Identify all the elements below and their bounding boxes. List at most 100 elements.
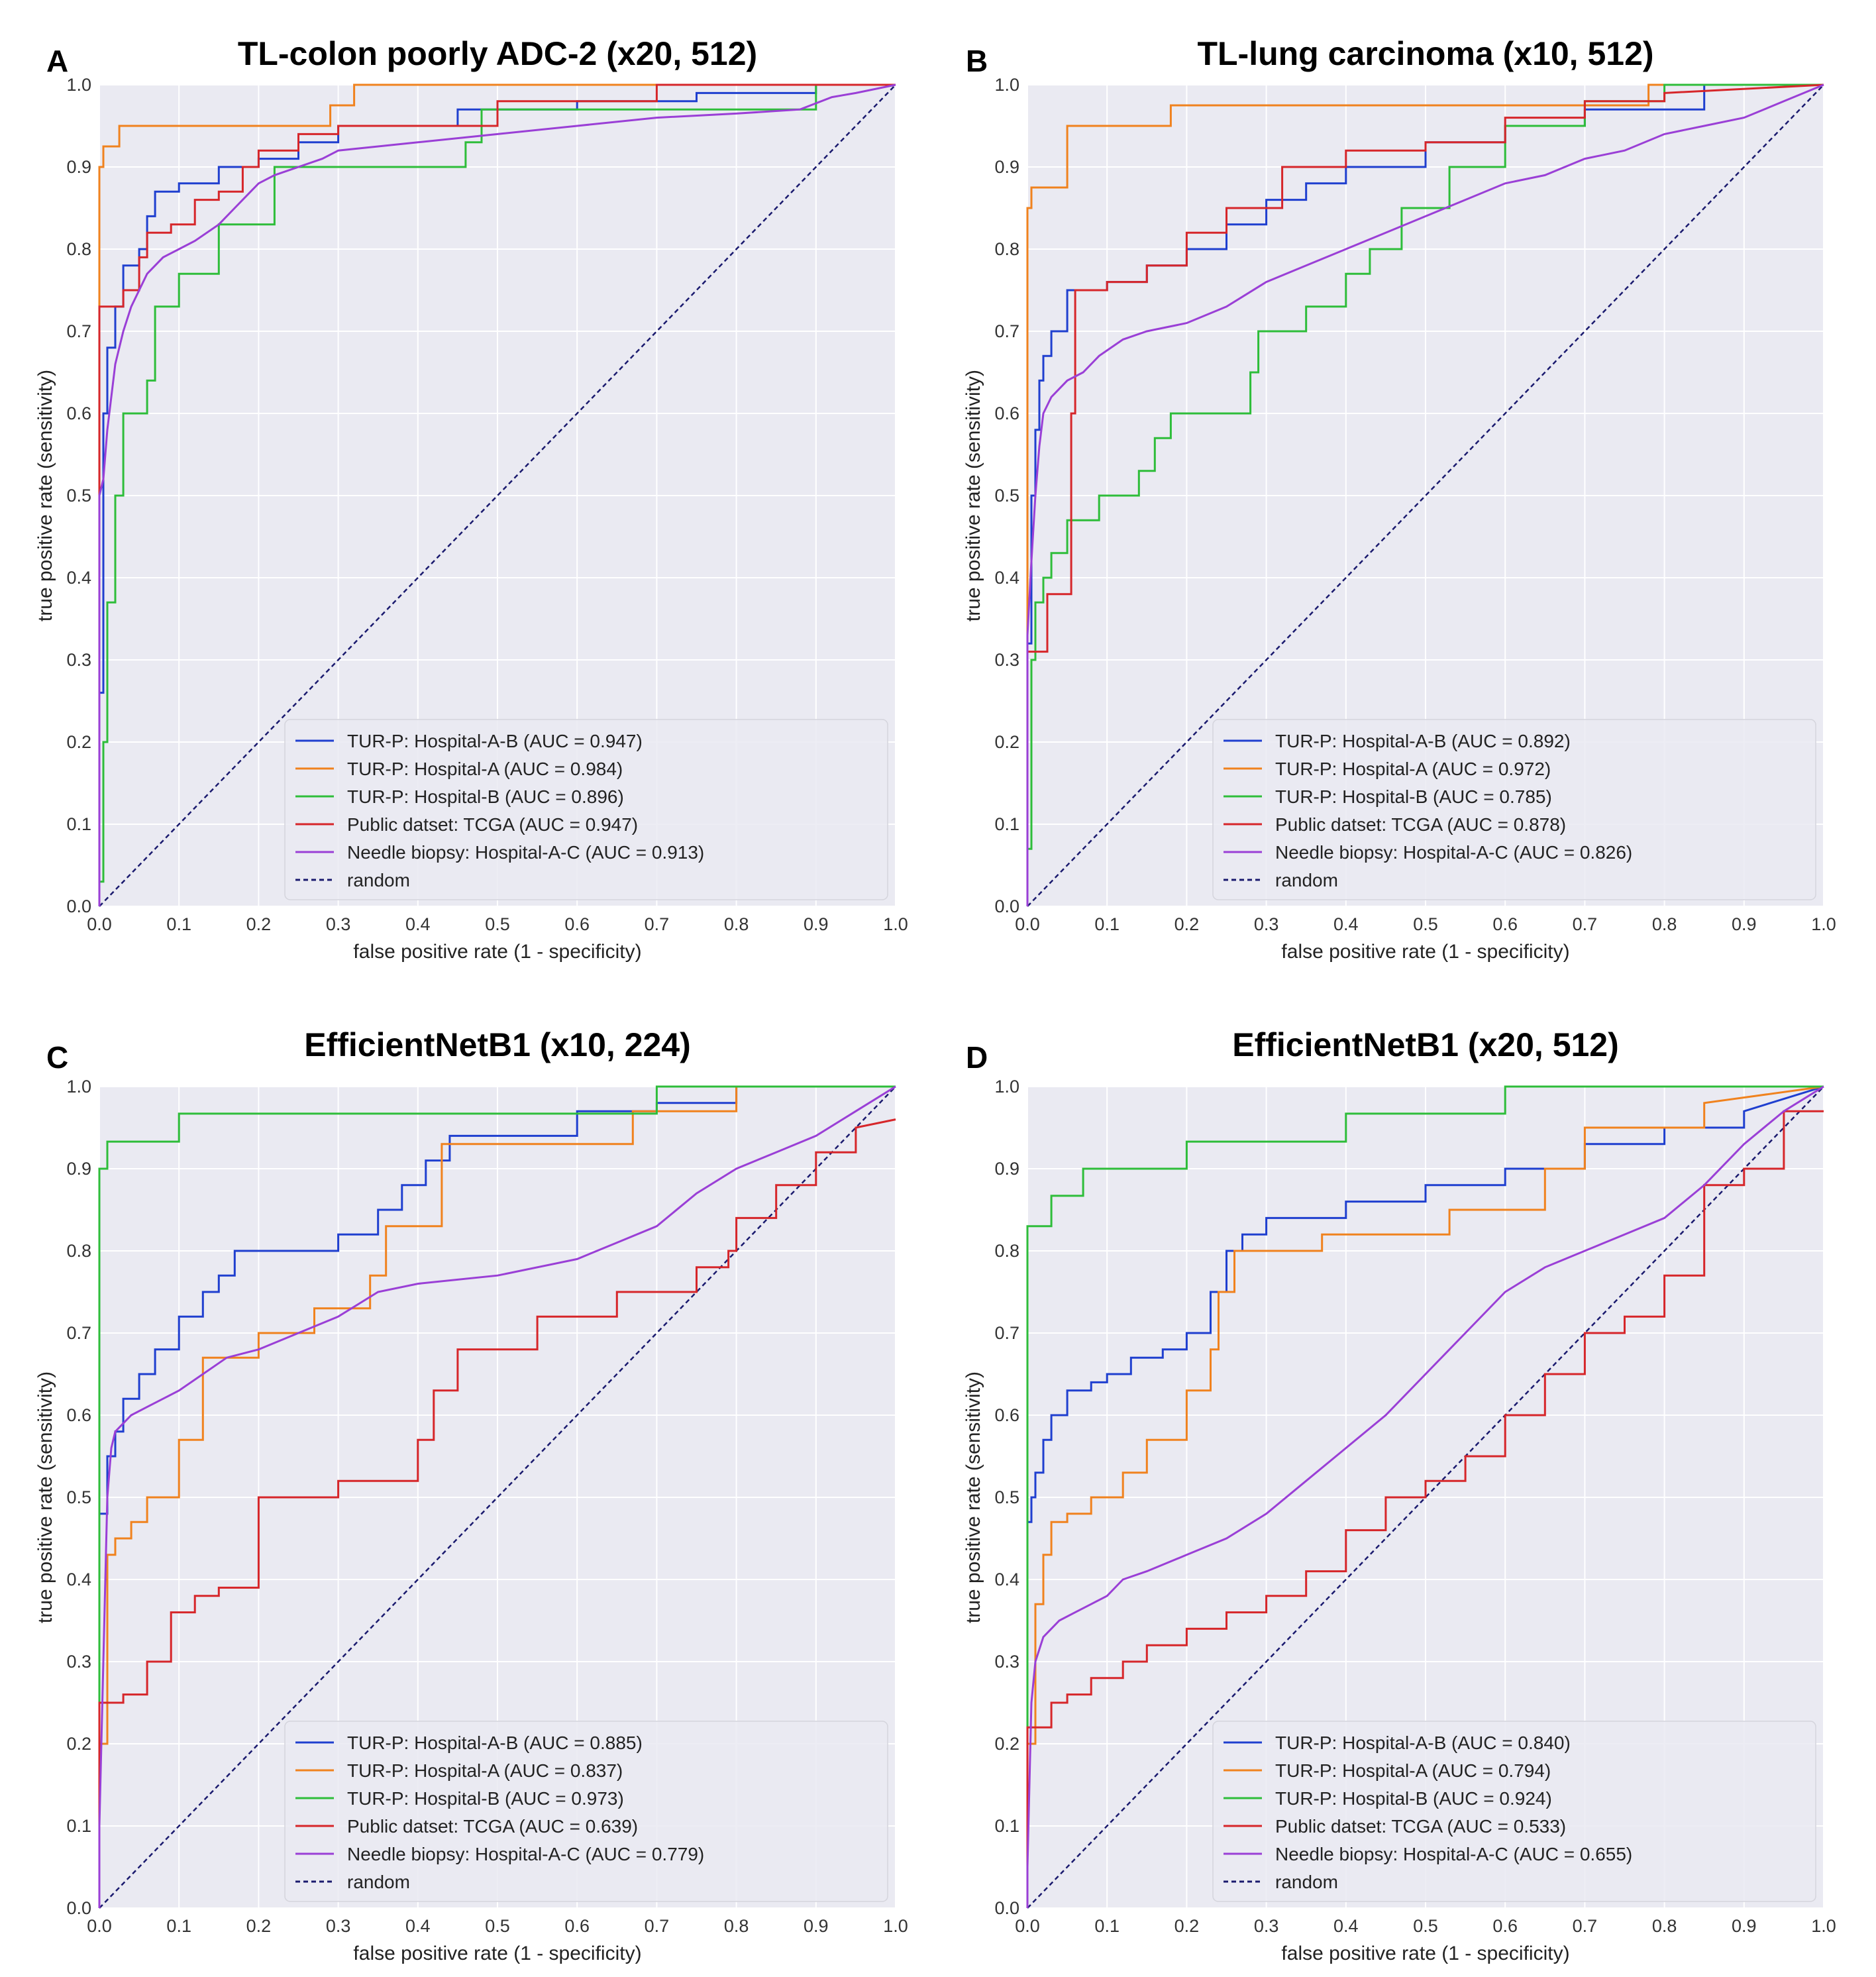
legend-entry: TUR-P: Hospital-B (AUC = 0.924): [1275, 1788, 1552, 1809]
x-tick-label: 0.4: [405, 1916, 431, 1936]
x-tick-label: 0.8: [724, 1916, 749, 1936]
roc-curve: [98, 83, 896, 906]
roc-curve: [98, 83, 896, 906]
y-tick-label: 1.0: [66, 75, 91, 95]
legend-entry: random: [1275, 1872, 1338, 1892]
x-tick-label: 0.9: [804, 1916, 829, 1936]
legend-entry: random: [1275, 870, 1338, 890]
legend-entry: TUR-P: Hospital-B (AUC = 0.785): [1275, 786, 1552, 807]
legend-entry: random: [347, 870, 410, 890]
x-axis-label: false positive rate (1 - specificity): [353, 941, 641, 963]
y-tick-label: 0.0: [66, 1898, 91, 1918]
legend-entry: TUR-P: Hospital-A (AUC = 0.972): [1275, 759, 1551, 779]
x-tick-label: 0.6: [1492, 914, 1518, 934]
y-tick-label: 0.3: [66, 650, 91, 670]
y-tick-label: 0.9: [66, 1159, 91, 1179]
roc-curve: [98, 1085, 896, 1908]
legend-entry: TUR-P: Hospital-A (AUC = 0.984): [347, 759, 623, 779]
x-tick-label: 0.9: [1732, 1916, 1757, 1936]
panel-B: B TL-lung carcinoma (x10, 512) 0.00.0 0.1 0.…: [963, 35, 1836, 963]
roc-curve: [98, 83, 896, 906]
legend-box: [284, 719, 888, 900]
y-tick-label: 0.8: [994, 239, 1019, 259]
x-tick-label: 0.3: [326, 1916, 351, 1936]
y-tick-label: 0.5: [994, 486, 1019, 506]
x-tick-label: 0.8: [724, 914, 749, 934]
panel-C: C EfficientNetB1 (x10, 224) 0.00.0 0.1 0.1 0.…: [34, 1026, 908, 1964]
legend: TUR-P: Hospital-A-B (AUC = 0.947) TUR-P: …: [284, 719, 888, 900]
y-tick-label: 0.1: [66, 1816, 91, 1836]
y-tick-label: 0.9: [994, 1159, 1019, 1179]
y-tick-label: 0.4: [994, 1570, 1019, 1589]
x-tick-label: 0.8: [1652, 1916, 1677, 1936]
y-tick-label: 0.6: [994, 403, 1019, 423]
y-tick-label: 0.7: [994, 1323, 1019, 1343]
x-tick-label: 0.7: [1573, 1916, 1598, 1936]
y-tick-label: 0.2: [994, 1734, 1019, 1754]
y-tick-label: 0.7: [994, 321, 1019, 341]
y-tick-label: 0.5: [66, 1487, 91, 1507]
x-tick-label: 1.0: [883, 914, 908, 934]
y-tick-label: 0.6: [994, 1405, 1019, 1425]
x-tick-label: 1.0: [1811, 914, 1836, 934]
y-tick-label: 0.8: [66, 1241, 91, 1261]
roc-curve: [98, 1085, 896, 1908]
y-tick-label: 0.9: [66, 157, 91, 177]
roc-curve: [1026, 1085, 1824, 1908]
x-tick-label: 0.6: [564, 914, 590, 934]
roc-curve: [98, 1085, 896, 1908]
x-tick-label: 0.0: [1015, 1916, 1040, 1936]
panel-letter: C: [46, 1040, 68, 1075]
x-axis-label: false positive rate (1 - specificity): [353, 1943, 641, 1964]
x-tick-label: 0.9: [804, 914, 829, 934]
x-tick-label: 0.7: [645, 914, 670, 934]
x-tick-label: 0.8: [1652, 914, 1677, 934]
legend-entry: Needle biopsy: Hospital-A-C (AUC = 0.913…: [347, 842, 704, 863]
legend: TUR-P: Hospital-A-B (AUC = 0.892) TUR-P: …: [1212, 719, 1816, 900]
chart-title: TL-lung carcinoma (x10, 512): [1197, 35, 1653, 72]
y-tick-label: 0.4: [66, 1570, 91, 1589]
legend: TUR-P: Hospital-A-B (AUC = 0.840) TUR-P: …: [1212, 1721, 1816, 1902]
legend-box: [1212, 719, 1816, 900]
legend: TUR-P: Hospital-A-B (AUC = 0.885) TUR-P: …: [284, 1721, 888, 1902]
panel-letter: B: [966, 44, 988, 78]
x-tick-label: 0.3: [1254, 1916, 1279, 1936]
y-tick-label: 1.0: [994, 75, 1019, 95]
x-axis-label: false positive rate (1 - specificity): [1281, 1943, 1569, 1964]
legend-box: [1212, 1721, 1816, 1902]
x-tick-label: 0.3: [326, 914, 351, 934]
panel-A: A TL-colon poorly ADC-2 (x20, 512) 0.00.0 0…: [34, 35, 908, 963]
legend-entry: random: [347, 1872, 410, 1892]
y-tick-label: 1.0: [66, 1077, 91, 1096]
x-tick-label: 0.0: [87, 1916, 112, 1936]
roc-curve: [1026, 83, 1824, 906]
chart-title: EfficientNetB1 (x10, 224): [304, 1026, 691, 1063]
x-tick-label: 0.2: [1174, 914, 1200, 934]
legend-entry: TUR-P: Hospital-A-B (AUC = 0.892): [1275, 731, 1571, 751]
x-tick-label: 0.1: [166, 1916, 191, 1936]
roc-curve: [1026, 83, 1824, 906]
roc-curve: [1026, 83, 1824, 906]
y-tick-label: 0.7: [66, 321, 91, 341]
x-tick-label: 0.3: [1254, 914, 1279, 934]
roc-curve: [98, 1085, 896, 1908]
x-tick-label: 0.5: [485, 1916, 510, 1936]
x-tick-label: 1.0: [1811, 1916, 1836, 1936]
legend-entry: TUR-P: Hospital-A (AUC = 0.837): [347, 1760, 623, 1781]
legend-entry: Public datset: TCGA (AUC = 0.947): [347, 814, 638, 835]
y-axis-label: true positive rate (sensitivity): [963, 370, 984, 621]
y-tick-label: 0.0: [994, 1898, 1019, 1918]
panel-letter: D: [966, 1040, 988, 1075]
y-tick-label: 0.0: [994, 896, 1019, 916]
y-tick-label: 0.2: [994, 732, 1019, 752]
legend-entry: TUR-P: Hospital-B (AUC = 0.896): [347, 786, 624, 807]
chart-title: TL-colon poorly ADC-2 (x20, 512): [238, 35, 757, 72]
legend-entry: TUR-P: Hospital-A-B (AUC = 0.947): [347, 731, 643, 751]
x-tick-label: 0.4: [405, 914, 431, 934]
legend-entry: Needle biopsy: Hospital-A-C (AUC = 0.655…: [1275, 1844, 1632, 1864]
x-tick-label: 0.2: [246, 914, 272, 934]
legend-entry: TUR-P: Hospital-A-B (AUC = 0.885): [347, 1733, 643, 1753]
x-tick-label: 0.0: [87, 914, 112, 934]
legend-box: [284, 1721, 888, 1902]
